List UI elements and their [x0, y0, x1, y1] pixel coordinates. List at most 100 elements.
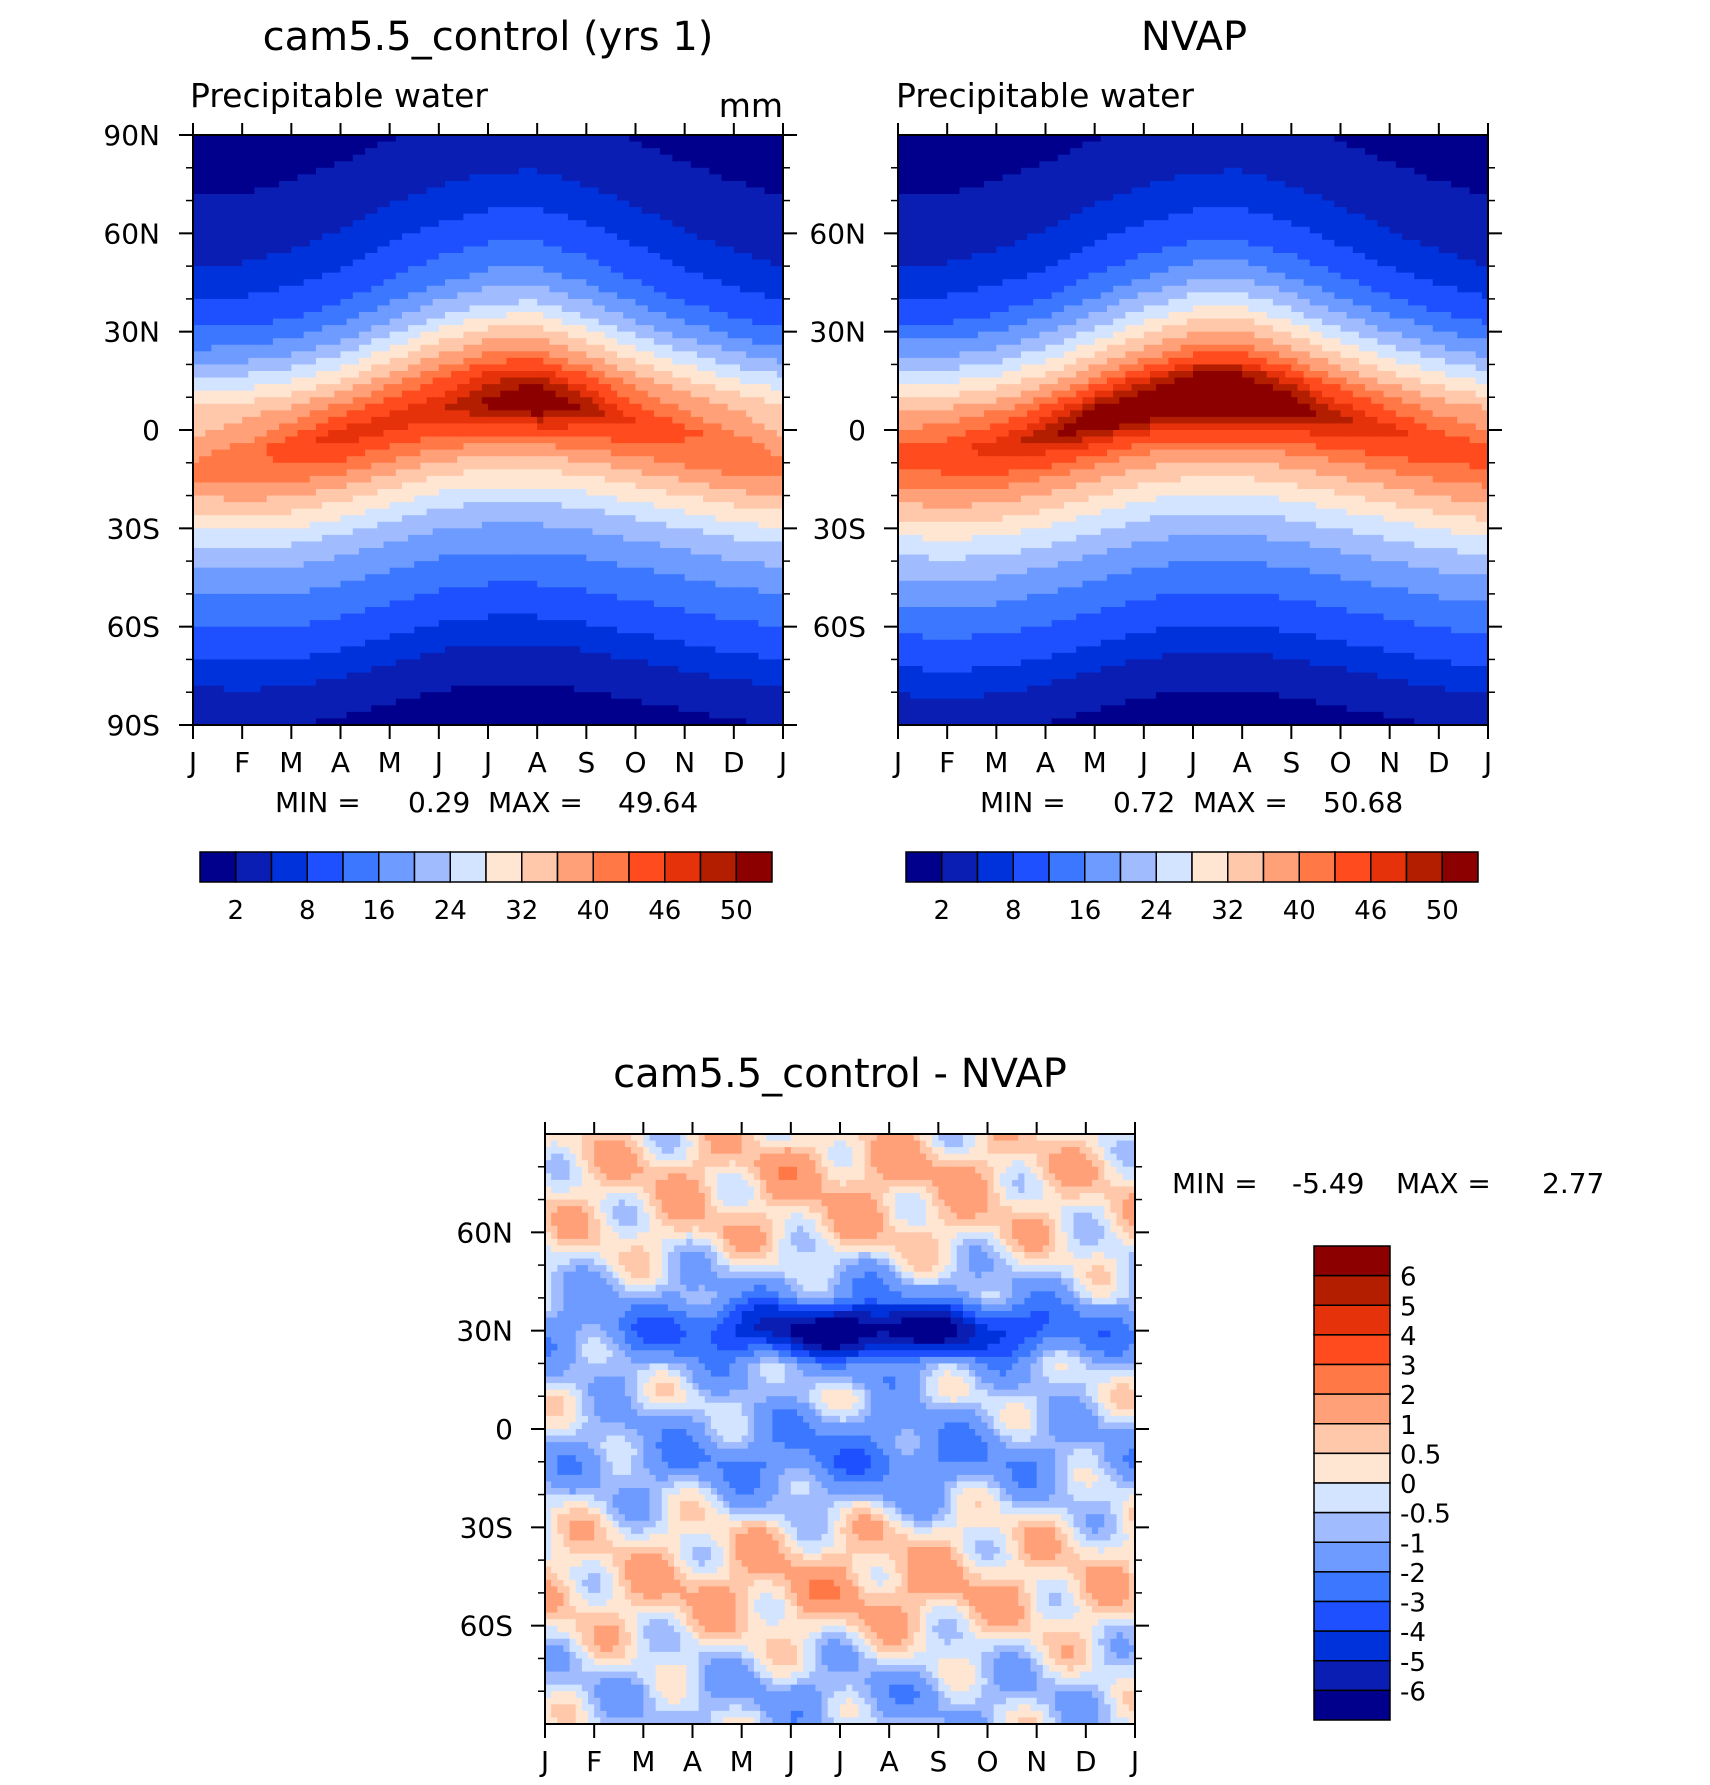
contour-cell — [297, 371, 305, 379]
contour-cell — [758, 272, 766, 280]
contour-cell — [635, 443, 643, 451]
contour-cell — [733, 305, 741, 313]
contour-cell — [641, 462, 649, 470]
contour-cell — [322, 344, 329, 352]
contour-cell — [223, 174, 231, 182]
contour-cell — [580, 403, 587, 411]
contour-cell — [537, 272, 544, 280]
contour-cell — [715, 436, 723, 444]
contour-cell — [653, 148, 661, 156]
contour-cell — [727, 239, 735, 248]
contour-cell — [322, 338, 329, 346]
contour-cell — [506, 207, 514, 215]
contour-cell — [414, 285, 421, 293]
contour-cell — [242, 456, 249, 464]
contour-cell — [377, 135, 385, 143]
contour-cell — [272, 364, 280, 372]
contour-cell — [346, 213, 354, 221]
contour-cell — [617, 449, 624, 457]
contour-cell — [574, 266, 581, 274]
contour-cell — [604, 416, 612, 425]
contour-cell — [420, 266, 428, 274]
contour-cell — [715, 180, 723, 189]
contour-cell — [469, 397, 477, 405]
contour-cell — [260, 430, 268, 438]
contour-cell — [303, 351, 311, 359]
contour-cell — [727, 423, 735, 431]
contour-cell — [678, 194, 686, 202]
contour-cell — [561, 253, 569, 261]
contour-cell — [463, 364, 471, 372]
contour-cell — [684, 377, 692, 385]
contour-cell — [303, 469, 311, 477]
contour-cell — [727, 279, 735, 287]
contour-cell — [358, 390, 366, 398]
contour-cell — [426, 239, 434, 248]
contour-cell — [340, 318, 348, 326]
contour-cell — [352, 371, 360, 379]
contour-cell — [703, 384, 710, 392]
contour-cell — [229, 233, 237, 241]
contour-cell — [334, 397, 342, 405]
contour-cell — [371, 174, 378, 182]
contour-cell — [494, 390, 501, 398]
contour-cell — [444, 259, 452, 267]
contour-cell — [586, 207, 594, 215]
contour-cell — [733, 357, 741, 366]
contour-cell — [586, 410, 594, 418]
contour-cell — [770, 443, 778, 451]
contour-cell — [371, 246, 378, 254]
contour-cell — [641, 213, 649, 221]
contour-cell — [531, 167, 538, 175]
contour-cell — [647, 416, 655, 425]
contour-cell — [764, 272, 772, 280]
contour-cell — [315, 161, 323, 169]
contour-cell — [764, 325, 772, 333]
contour-cell — [549, 174, 557, 182]
contour-cell — [610, 364, 618, 372]
contour-cell — [322, 443, 329, 451]
contour-cell — [580, 423, 587, 431]
contour-cell — [488, 194, 495, 202]
contour-cell — [254, 233, 262, 241]
contour-cell — [211, 253, 219, 261]
contour-cell — [303, 246, 311, 254]
contour-cell — [463, 298, 471, 307]
contour-cell — [555, 443, 563, 451]
contour-cell — [236, 312, 243, 320]
contour-cell — [217, 174, 225, 182]
contour-cell — [309, 213, 317, 221]
contour-cell — [346, 318, 354, 326]
contour-cell — [721, 292, 729, 300]
contour-cell — [629, 220, 637, 228]
contour-cell — [352, 239, 360, 248]
contour-cell — [432, 462, 440, 470]
contour-cell — [438, 430, 446, 438]
contour-cell — [414, 416, 421, 425]
contour-cell — [229, 377, 237, 385]
contour-cell — [715, 154, 723, 162]
contour-cell — [451, 194, 458, 202]
contour-cell — [512, 377, 520, 385]
contour-cell — [500, 135, 508, 143]
contour-cell — [248, 397, 256, 405]
contour-cell — [549, 390, 557, 398]
contour-cell — [629, 449, 637, 457]
contour-cell — [285, 239, 292, 248]
contour-cell — [537, 207, 544, 215]
contour-cell — [266, 266, 274, 274]
contour-cell — [629, 194, 637, 202]
contour-cell — [586, 187, 594, 195]
contour-cell — [604, 174, 612, 182]
contour-cell — [315, 253, 323, 261]
contour-cell — [574, 279, 581, 287]
contour-cell — [211, 364, 219, 372]
contour-cell — [549, 167, 557, 175]
contour-cell — [690, 246, 698, 254]
contour-cell — [518, 384, 526, 392]
contour-cell — [770, 331, 778, 339]
contour-cell — [414, 194, 421, 202]
contour-cell — [444, 377, 452, 385]
contour-cell — [401, 312, 409, 320]
contour-cell — [358, 141, 366, 149]
